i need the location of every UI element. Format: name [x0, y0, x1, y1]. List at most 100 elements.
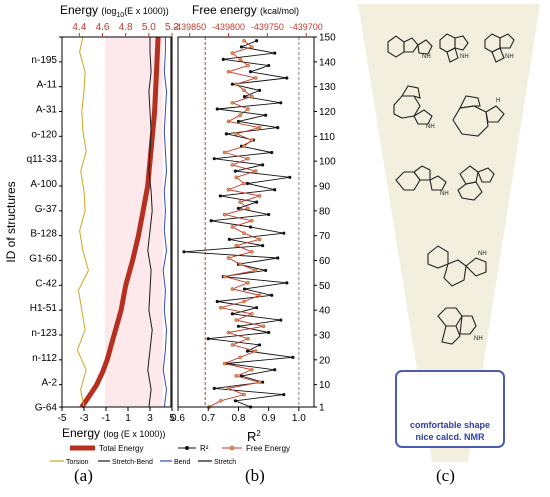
free-energy-point — [246, 280, 250, 285]
b-right-tick-label: 90 — [319, 181, 331, 192]
r2-point — [261, 380, 265, 384]
a-top-tick-label: 4.8 — [119, 22, 133, 33]
r2-point — [236, 324, 241, 328]
free-energy-point — [230, 163, 235, 167]
b-right-tick-label: 150 — [319, 33, 336, 44]
free-energy-point — [253, 349, 258, 353]
legend-label-total: Total Energy — [99, 444, 143, 453]
free-energy-point — [246, 107, 250, 111]
free-energy-point — [238, 57, 243, 62]
r2-point — [209, 219, 213, 223]
a-bottom-tick-label: -3 — [80, 413, 89, 424]
free-energy-point — [249, 312, 254, 316]
a-top-tick-label: 5.2 — [165, 22, 179, 33]
panel-a-bottom-title: Energy (log (E x 1000)) — [62, 426, 165, 440]
a-bottom-tick-label: 3 — [147, 413, 153, 424]
b-bottom-tick-label: 1.0 — [292, 413, 306, 424]
legend-label-stretch-bend: Stretch-Bend — [112, 459, 153, 466]
legend-label-r2: R² — [200, 444, 209, 453]
structure-id-label: G-64 — [35, 403, 58, 414]
b-bottom-tick-label: 0.9 — [262, 413, 276, 424]
b-top-tick-label: -439700 — [290, 22, 323, 32]
structure-id-label: A-2 — [41, 378, 57, 389]
r2-point — [273, 51, 277, 55]
free-energy-point — [253, 268, 258, 273]
r2-point — [245, 349, 250, 353]
r2-point — [258, 88, 262, 92]
panel-label-c: (c) — [436, 466, 455, 485]
svg-text:NH: NH — [422, 54, 431, 60]
b-bottom-tick-label: 0.6 — [171, 413, 185, 424]
free-energy-point — [249, 45, 254, 49]
callout-caption-line1: comfortable shape — [409, 420, 491, 430]
free-energy-point — [230, 51, 235, 55]
panel-b-frame — [177, 36, 315, 408]
structure-id-label: B-128 — [30, 229, 57, 240]
r2-point — [206, 337, 210, 341]
r2-point — [261, 243, 265, 248]
free-energy-point — [226, 330, 231, 335]
free-energy-point — [230, 287, 235, 291]
free-energy-point — [249, 367, 254, 372]
r2-point — [218, 194, 222, 198]
r2-point — [230, 312, 234, 316]
b-right-tick-label: 40 — [319, 306, 331, 317]
structure-gallery: NH NH NH NH H N — [387, 33, 515, 345]
b-right-tick-label: 60 — [319, 256, 331, 267]
structure-row1-c: NH — [484, 33, 515, 63]
r2-point — [230, 82, 234, 86]
series-bend — [162, 37, 167, 408]
free-energy-point — [253, 76, 258, 80]
free-energy-point — [246, 156, 250, 161]
free-energy-point — [230, 225, 235, 229]
r2-point — [236, 206, 241, 210]
r2-point — [212, 157, 216, 161]
free-energy-point — [226, 256, 231, 260]
r2-point — [264, 268, 268, 273]
r2-point — [279, 101, 283, 105]
r2-point — [258, 343, 262, 347]
r2-point — [224, 132, 228, 136]
free-energy-point — [238, 262, 243, 267]
structure-row3-b — [457, 165, 495, 201]
svg-text:NH: NH — [505, 54, 514, 60]
r2-point — [273, 188, 277, 192]
free-energy-point — [226, 69, 231, 74]
series-stretch-bend — [147, 37, 153, 408]
a-top-tick-label: 4.6 — [96, 22, 110, 33]
free-energy-point — [261, 324, 266, 329]
r2-point — [182, 250, 186, 254]
free-energy-point — [257, 194, 262, 198]
structure-row1-a: NH — [387, 35, 433, 60]
structure-id-label: G-37 — [35, 204, 58, 215]
free-energy-point — [246, 336, 250, 341]
b-top-tick-label: -439750 — [251, 22, 284, 32]
free-energy-point — [257, 125, 262, 130]
legend-label-torsion: Torsion — [66, 459, 89, 466]
svg-text:H: H — [496, 98, 500, 104]
free-energy-point — [242, 392, 246, 397]
panel-b-top-title: Free energy (kcal/mol) — [192, 3, 299, 17]
r2-point — [215, 107, 219, 111]
free-energy-point — [234, 131, 239, 136]
free-energy-point — [238, 355, 243, 360]
panel-b: -439850 -439800 -439750 -439700 0.6 0.7 0.8 0.… — [171, 22, 336, 424]
free-energy-point — [222, 150, 227, 155]
free-energy-point — [226, 119, 231, 124]
free-energy-point — [242, 181, 246, 186]
free-energy-point — [242, 231, 246, 236]
legend-marker-r2 — [185, 446, 189, 450]
r2-point — [254, 200, 259, 204]
free-energy-point — [246, 63, 250, 68]
free-energy-point — [242, 88, 246, 93]
y-axis-title: ID of structures — [4, 181, 18, 262]
legend-b: R² Free Energy — [178, 444, 290, 453]
structure-row5: NH — [437, 307, 483, 345]
structure-id-label: A-11 — [37, 80, 58, 91]
b-bottom-tick-label: 0.7 — [201, 413, 215, 424]
free-energy-point — [234, 82, 239, 87]
r2-point — [276, 256, 280, 260]
free-energy-point — [238, 200, 243, 204]
legend-label-bend: Bend — [174, 459, 190, 466]
free-energy-point — [226, 187, 231, 192]
